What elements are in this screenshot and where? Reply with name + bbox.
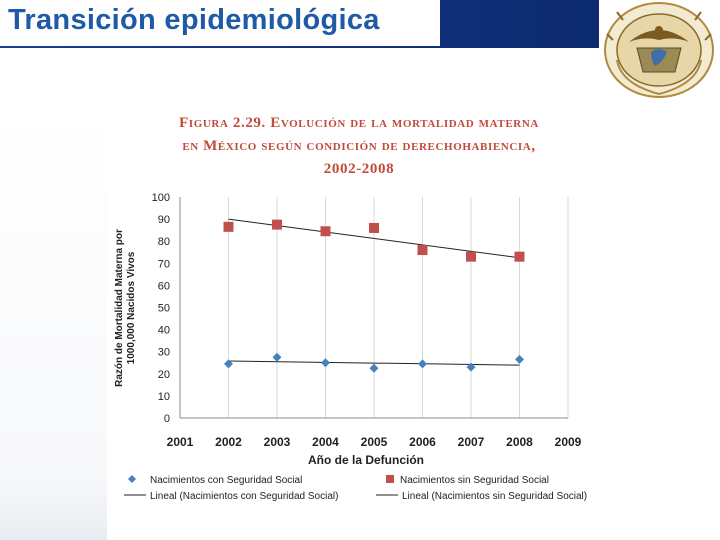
x-tick-label-2003: 2003: [264, 435, 291, 449]
y-axis-label-line-1: Razón de Mortalidad Materna por: [114, 229, 125, 387]
legend-trend-label-2: Lineal (Nacimientos sin Seguridad Social…: [402, 491, 587, 502]
legend-label-series-2: Nacimientos sin Seguridad Social: [400, 475, 549, 486]
header-title-panel: [0, 0, 440, 46]
legend-marker-series-2: [386, 475, 394, 483]
point-series-1-2004: [321, 358, 330, 368]
y-tick-label-90: 90: [158, 214, 170, 226]
x-tick-label-2002: 2002: [215, 435, 242, 449]
point-series-1-2008: [515, 354, 524, 364]
crest-icon: [604, 2, 714, 98]
y-tick-label-100: 100: [152, 192, 170, 204]
y-axis-label-line-2: 1000,000 Nacidos Vivos: [126, 251, 137, 364]
y-tick-label-0: 0: [164, 413, 170, 425]
y-tick-label-20: 20: [158, 369, 170, 381]
x-tick-label-2009: 2009: [555, 435, 582, 449]
page-title: Transición epidemiológica: [8, 4, 380, 36]
point-series-1-2003: [272, 352, 282, 362]
x-tick-label-2006: 2006: [409, 435, 436, 449]
figure-title: Figura 2.29. Evolución de la mortalidad …: [116, 112, 602, 181]
point-series-2-2008: [514, 251, 525, 262]
x-tick-label-2001: 2001: [167, 435, 194, 449]
y-tick-label-30: 30: [158, 347, 170, 359]
figure-title-line-1: Figura 2.29. Evolución de la mortalidad …: [179, 115, 539, 131]
legend-label-series-1: Nacimientos con Seguridad Social: [150, 475, 302, 486]
unam-crest-logo: [599, 0, 720, 104]
point-series-2-2006: [417, 245, 428, 256]
left-decorative-strip: [0, 110, 107, 540]
y-tick-label-50: 50: [158, 303, 170, 315]
point-series-1-2006: [418, 359, 427, 369]
figure-title-line-2: en México según condición de derechohabi…: [182, 138, 536, 154]
point-series-1-2005: [369, 363, 379, 373]
point-series-2-2003: [272, 219, 282, 230]
y-tick-label-40: 40: [158, 325, 170, 337]
point-series-2-2002: [223, 221, 234, 232]
x-axis-label: Año de la Defunción: [308, 453, 424, 467]
point-series-2-2004: [320, 226, 331, 237]
point-series-2-2005: [369, 222, 379, 233]
x-tick-label-2005: 2005: [361, 435, 388, 449]
y-tick-label-70: 70: [158, 258, 170, 270]
y-tick-label-10: 10: [158, 391, 170, 403]
point-series-1-2007: [466, 362, 476, 372]
figure-title-line-3: 2002-2008: [323, 161, 395, 177]
x-tick-label-2004: 2004: [312, 435, 339, 449]
y-tick-label-80: 80: [158, 236, 170, 248]
legend-trend-label-1: Lineal (Nacimientos con Seguridad Social…: [150, 491, 338, 502]
x-tick-label-2008: 2008: [506, 435, 533, 449]
point-series-2-2007: [466, 251, 476, 262]
x-tick-label-2007: 2007: [458, 435, 485, 449]
point-series-1-2002: [224, 359, 233, 369]
y-tick-label-60: 60: [158, 280, 170, 292]
legend-marker-series-1: [128, 475, 136, 483]
legend: Nacimientos con Seguridad Social Nacimie…: [124, 475, 587, 502]
